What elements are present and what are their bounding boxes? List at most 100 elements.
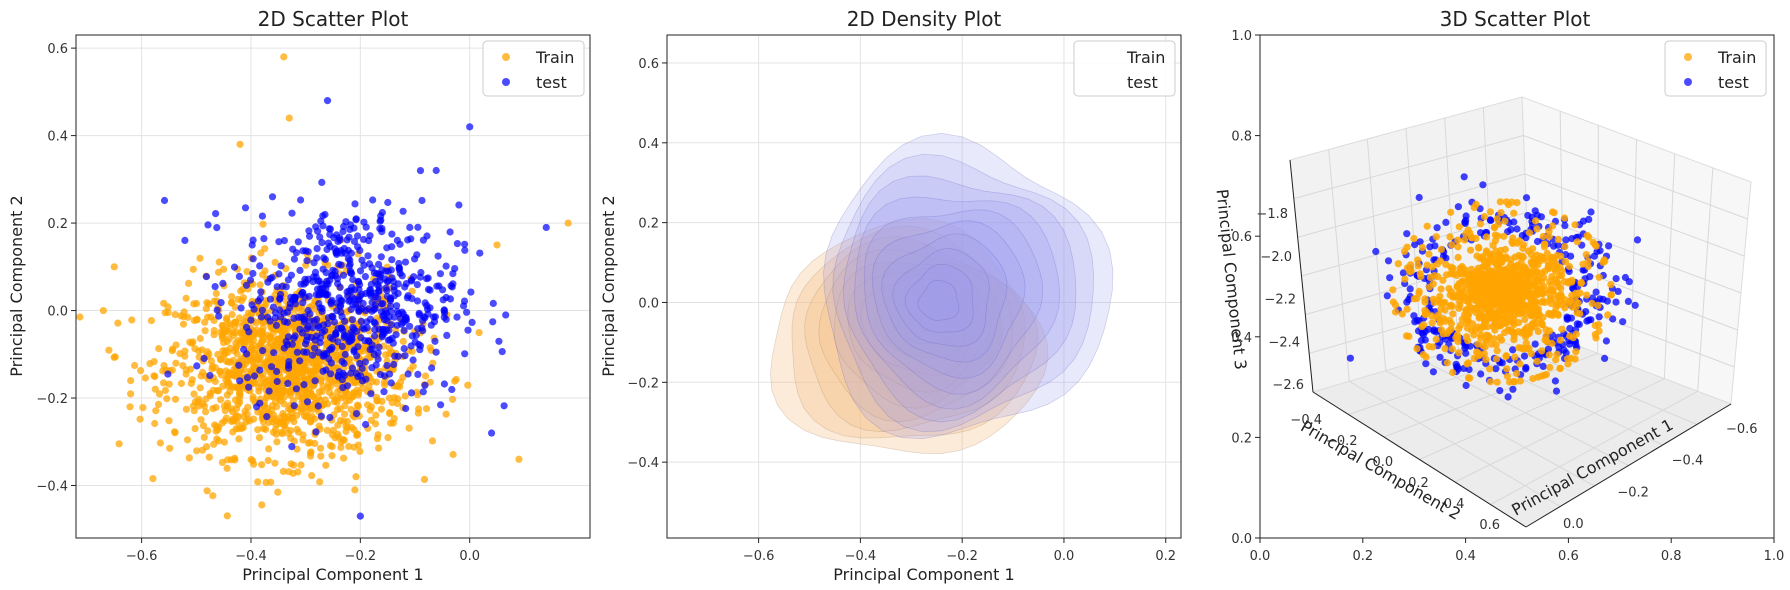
test-point [424,285,433,293]
train-point [1425,250,1433,258]
train-point [1428,319,1436,327]
train-point [285,468,293,476]
test-point [1619,318,1627,326]
test-point [270,349,278,357]
train-point [280,53,288,61]
train-point [301,367,309,375]
train-point [1456,264,1464,272]
test-point [448,385,456,394]
test-point [440,380,448,388]
train-point [1454,253,1462,262]
test-point [1442,218,1450,226]
test-point [326,230,334,238]
train-point [177,379,185,388]
train-point [428,437,437,445]
test-point [309,273,318,281]
test-point [542,223,550,232]
train-point [1432,335,1440,343]
test-point [245,383,253,391]
train-point [1556,364,1564,372]
test-point [326,225,334,233]
test-point [313,332,321,340]
test-point [489,299,497,307]
test-point [368,298,376,306]
test-point [416,342,425,350]
train-point [202,408,210,416]
frame-y-tick-label: 0.4 [1231,331,1252,346]
test-point [276,295,284,303]
train-point [268,402,276,410]
test-point [424,305,432,313]
panel2-title: 2D Density Plot [847,7,1002,31]
train-point [265,445,273,453]
train-point [127,390,135,398]
train-point [1545,327,1554,335]
train-point [324,261,332,269]
test-point [241,204,250,212]
train-point [227,405,235,413]
train-point [267,334,275,342]
train-point [1464,359,1472,367]
test-point [213,306,221,314]
test-point [181,236,189,244]
test-point [345,233,353,241]
train-point [564,219,572,227]
train-point [1560,278,1568,286]
train-point [1510,209,1518,217]
train-point [1524,247,1532,255]
test-point [366,346,374,354]
test-point [288,443,296,451]
train-point [185,279,193,287]
test-point [219,279,227,287]
test-point [335,260,343,268]
test-point [348,283,356,291]
train-point [185,454,193,462]
test-point [1498,359,1506,367]
test-point [1386,274,1394,282]
test-point [200,354,208,363]
test-point [313,285,322,293]
train-point [294,468,302,476]
train-point [323,426,331,434]
train-point [198,446,207,454]
test-point [1560,346,1568,354]
train-point [267,340,275,348]
train-point [1564,360,1572,368]
train-point [165,380,173,388]
test-point [303,398,312,406]
train-point [137,367,145,375]
train-point [1486,378,1494,386]
train-point [353,401,362,409]
train-point [1503,365,1511,373]
z-tick-label: −1.8 [1256,207,1288,222]
train-point [1539,313,1547,321]
train-point [197,416,205,424]
train-point [1489,241,1497,249]
train-point [375,444,383,452]
train-point [1540,274,1548,282]
test-point [1612,298,1620,306]
train-point [1588,299,1596,307]
panel3-legend: Train test [1664,40,1767,97]
train-point [196,334,204,343]
x-tick-label: 0.0 [459,549,480,564]
train-point [298,398,306,406]
test-point [312,315,321,324]
test-point [206,371,214,380]
test-density-level [854,196,1061,410]
train-point [1538,320,1546,328]
train-point [1491,223,1499,232]
test-point [297,196,305,204]
train-point [394,395,402,403]
test-point [468,318,476,326]
test-point [500,402,508,410]
test-point [316,233,324,241]
train-point [235,314,244,322]
panel1-legend-test-marker [502,78,510,86]
train-point [1568,291,1576,300]
train-point [1516,377,1524,385]
test-point [305,232,314,240]
test-density-level [823,133,1114,439]
train-point [105,346,113,354]
test-point [265,387,273,395]
